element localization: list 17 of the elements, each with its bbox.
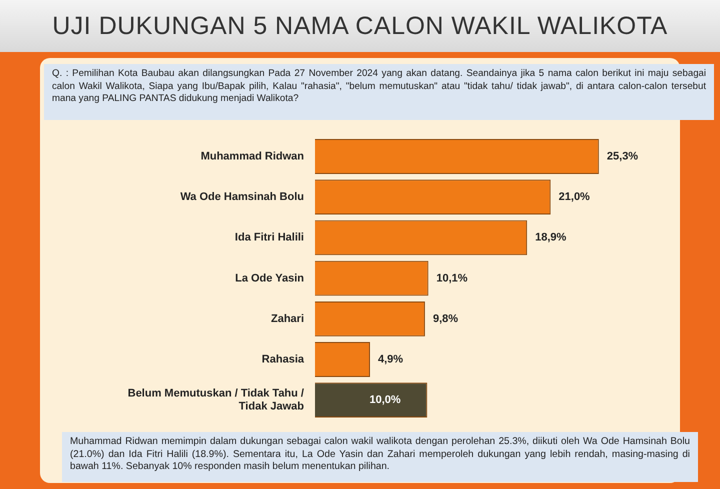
y-tick-label: La Ode Yasin	[235, 272, 304, 284]
text: Q. : Pemilihan Kota Baubau akan dilangsungkan Pada 27 November 2024 yang akan datang. Seandainya jika 5 nama calon berikut ini maju sebagai calon Wakil Walikota, Siapa yang Ibu/Bapak pilih, Kalau "rahasia", "belum memutuskan" atau "tidak tahu/ tidak jawab", di antara calon-calon tersebut mana yang PALING PANTAS didukung menjadi Walikota?	[44, 64, 714, 120]
data-label: 21,0%	[558, 191, 590, 204]
y-tick-label: Rahasia	[262, 354, 305, 366]
y-tick-label: Ida Fitri Halili	[234, 232, 304, 244]
data-label: 18,9%	[535, 232, 566, 244]
y-tick-label: Zahari	[270, 312, 304, 325]
y-tick-label: Belum Memutuskan / Tidak Tahu / Tidak Jawab	[128, 388, 304, 413]
y-tick-label: Muhammad Ridwan	[200, 150, 304, 163]
data-label: 9,8%	[432, 312, 458, 325]
data-label: 4,9%	[378, 354, 404, 366]
data-label: 10,1%	[436, 272, 468, 284]
data-label: 10,0%	[370, 394, 401, 406]
data-label: 25,3%	[606, 150, 638, 163]
chart-title: UJI DUKUNGAN 5 NAMA CALON WAKIL WALIKOTA	[0, 0, 720, 52]
y-tick-label: Wa Ode Hamsinah Bolu	[180, 191, 304, 204]
text: Muhammad Ridwan memimpin dalam dukungan sebagai calon wakil walikota dengan perolehan 25.3%, diikuti oleh Wa Ode Hamsinah Bolu (21.0%) dan Ida Fitri Halili (18.9%). Sementara itu, La Ode Yasin dan Zahari memperoleh dukungan yang lebih rendah, masing-masing di bawah 11%. Sebanyak 10% responden masih belum menentukan pilihan.	[62, 432, 698, 482]
